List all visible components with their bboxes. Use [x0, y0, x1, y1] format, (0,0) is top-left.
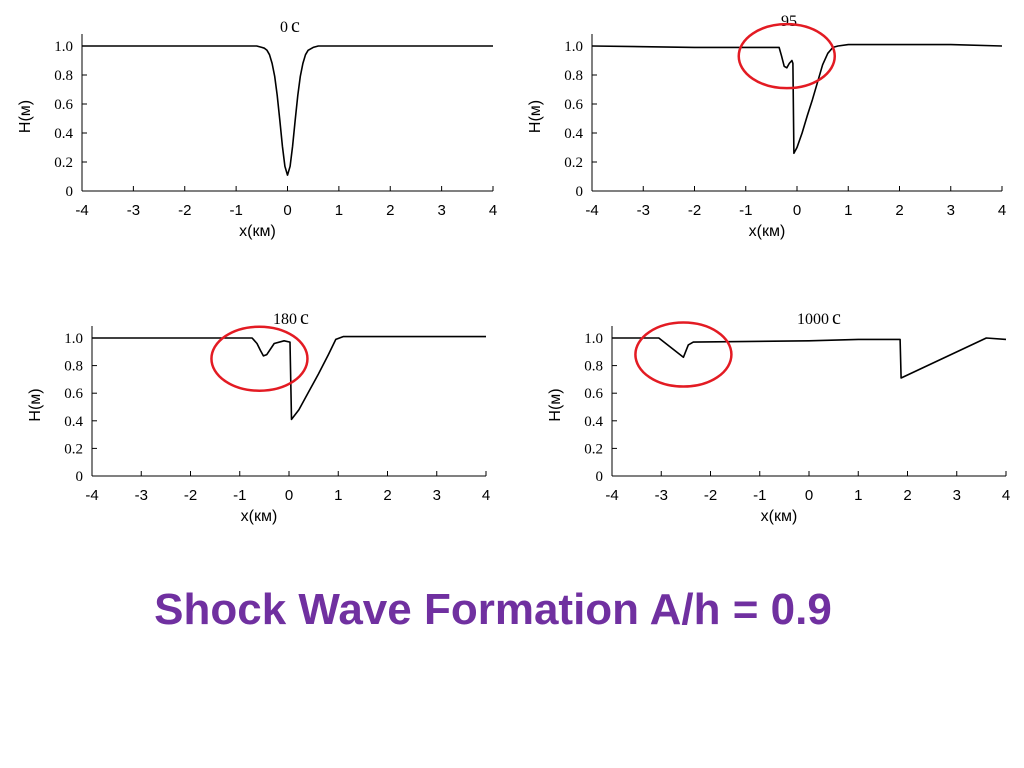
page-title: Shock Wave Formation A/h = 0.9 — [154, 585, 832, 634]
series-line — [612, 337, 1007, 379]
time-unit: c — [291, 15, 300, 37]
x-tick-label: 2 — [903, 487, 911, 504]
time-number: 0 — [280, 19, 288, 36]
y-tick-label: 1.0 — [54, 39, 73, 55]
y-tick-label: 0.4 — [64, 414, 83, 430]
y-tick-label: 0 — [66, 184, 74, 200]
x-tick-label: 4 — [998, 202, 1006, 219]
y-tick-label: 0.6 — [64, 386, 83, 402]
y-axis-label: H(м) — [27, 388, 44, 421]
time-label: 1000 c — [797, 307, 841, 329]
x-tick-label: 0 — [283, 202, 291, 219]
y-tick-label: 0.2 — [584, 441, 603, 457]
highlight-circle — [210, 325, 309, 392]
x-tick-label: 0 — [805, 487, 813, 504]
y-tick-label: 0.6 — [564, 97, 583, 113]
x-tick-label: 3 — [947, 202, 955, 219]
y-tick-label: 0.8 — [564, 68, 583, 84]
y-axis-label: H(м) — [547, 388, 564, 421]
x-tick-label: 4 — [489, 202, 497, 219]
x-tick-label: 1 — [854, 487, 862, 504]
highlight-circle — [737, 22, 836, 90]
y-tick-label: 0.8 — [64, 359, 83, 375]
x-tick-label: -1 — [233, 487, 246, 504]
x-axis-label: x(км) — [241, 508, 278, 525]
x-tick-label: 1 — [335, 202, 343, 219]
y-tick-label: 1.0 — [64, 331, 83, 347]
panel-1000s: -4 -3 -2 -1 0 1 2 3 4 0 0.2 0.4 0.6 0.8 1.0 x(км) H(м) 10… — [547, 307, 1010, 525]
x-tick-label: -1 — [229, 202, 242, 219]
panel-180s: -4 -3 -2 -1 0 1 2 3 4 0 0.2 0.4 0.6 0.8 1.0 x(км) H(м) 18… — [27, 307, 490, 525]
x-tick-label: -2 — [184, 487, 197, 504]
y-tick-label: 0.4 — [584, 414, 603, 430]
y-tick-label: 0.2 — [564, 155, 583, 171]
y-tick-label: 0.6 — [54, 97, 73, 113]
time-number: 180 — [273, 311, 297, 328]
y-tick-label: 0 — [596, 469, 604, 485]
x-tick-label: 3 — [433, 487, 441, 504]
x-tick-label: -2 — [178, 202, 191, 219]
x-tick-label: 1 — [334, 487, 342, 504]
x-tick-label: -1 — [753, 487, 766, 504]
x-tick-label: -1 — [739, 202, 752, 219]
x-tick-label: -3 — [655, 487, 668, 504]
x-tick-label: 4 — [482, 487, 490, 504]
time-label: 180 c — [273, 307, 309, 329]
x-tick-label: -2 — [704, 487, 717, 504]
x-tick-label: 2 — [386, 202, 394, 219]
y-tick-label: 0 — [576, 184, 584, 200]
x-tick-label: 0 — [285, 487, 293, 504]
y-axis-label: H(м) — [17, 100, 34, 133]
x-tick-label: -4 — [85, 487, 98, 504]
y-tick-label: 0.6 — [584, 386, 603, 402]
y-tick-label: 0.8 — [54, 68, 73, 84]
x-axis-label: x(км) — [761, 508, 798, 525]
y-tick-label: 0.2 — [64, 441, 83, 457]
x-tick-label: 2 — [895, 202, 903, 219]
x-tick-label: -3 — [127, 202, 140, 219]
time-label: 95 — [781, 13, 797, 30]
x-tick-label: 3 — [437, 202, 445, 219]
y-tick-label: 0.4 — [54, 126, 73, 142]
time-number: 95 — [781, 13, 797, 30]
x-tick-label: 2 — [383, 487, 391, 504]
x-tick-label: 0 — [793, 202, 801, 219]
y-tick-label: 1.0 — [584, 331, 603, 347]
time-unit: c — [832, 307, 841, 329]
highlight-circle — [634, 321, 733, 388]
series-line — [591, 43, 1003, 155]
x-tick-label: -4 — [75, 202, 88, 219]
time-unit: c — [300, 307, 309, 329]
x-tick-label: -4 — [585, 202, 598, 219]
x-tick-label: -3 — [135, 487, 148, 504]
series-line — [92, 335, 486, 421]
panel-95: -4 -3 -2 -1 0 1 2 3 4 0 0.2 0.4 0.6 0.8 1.0 x(км) H(м) 95 — [527, 13, 1006, 240]
time-number: 1000 — [797, 311, 829, 328]
x-tick-label: -4 — [605, 487, 618, 504]
y-tick-label: 0.4 — [564, 126, 583, 142]
x-tick-label: -3 — [637, 202, 650, 219]
x-tick-label: -2 — [688, 202, 701, 219]
x-tick-label: 4 — [1002, 487, 1010, 504]
x-axis-label: x(км) — [239, 223, 276, 240]
x-tick-label: 3 — [953, 487, 961, 504]
y-axis-label: H(м) — [527, 100, 544, 133]
x-tick-label: 1 — [844, 202, 852, 219]
y-tick-label: 0 — [76, 469, 84, 485]
y-tick-label: 0.2 — [54, 155, 73, 171]
series-line — [82, 45, 493, 176]
y-tick-label: 0.8 — [584, 359, 603, 375]
y-tick-label: 1.0 — [564, 39, 583, 55]
panel-0s: -4 -3 -2 -1 0 1 2 3 400.20.40.60.81.0x(км)H(м)0 c — [17, 15, 497, 240]
x-axis-label: x(км) — [749, 223, 786, 240]
